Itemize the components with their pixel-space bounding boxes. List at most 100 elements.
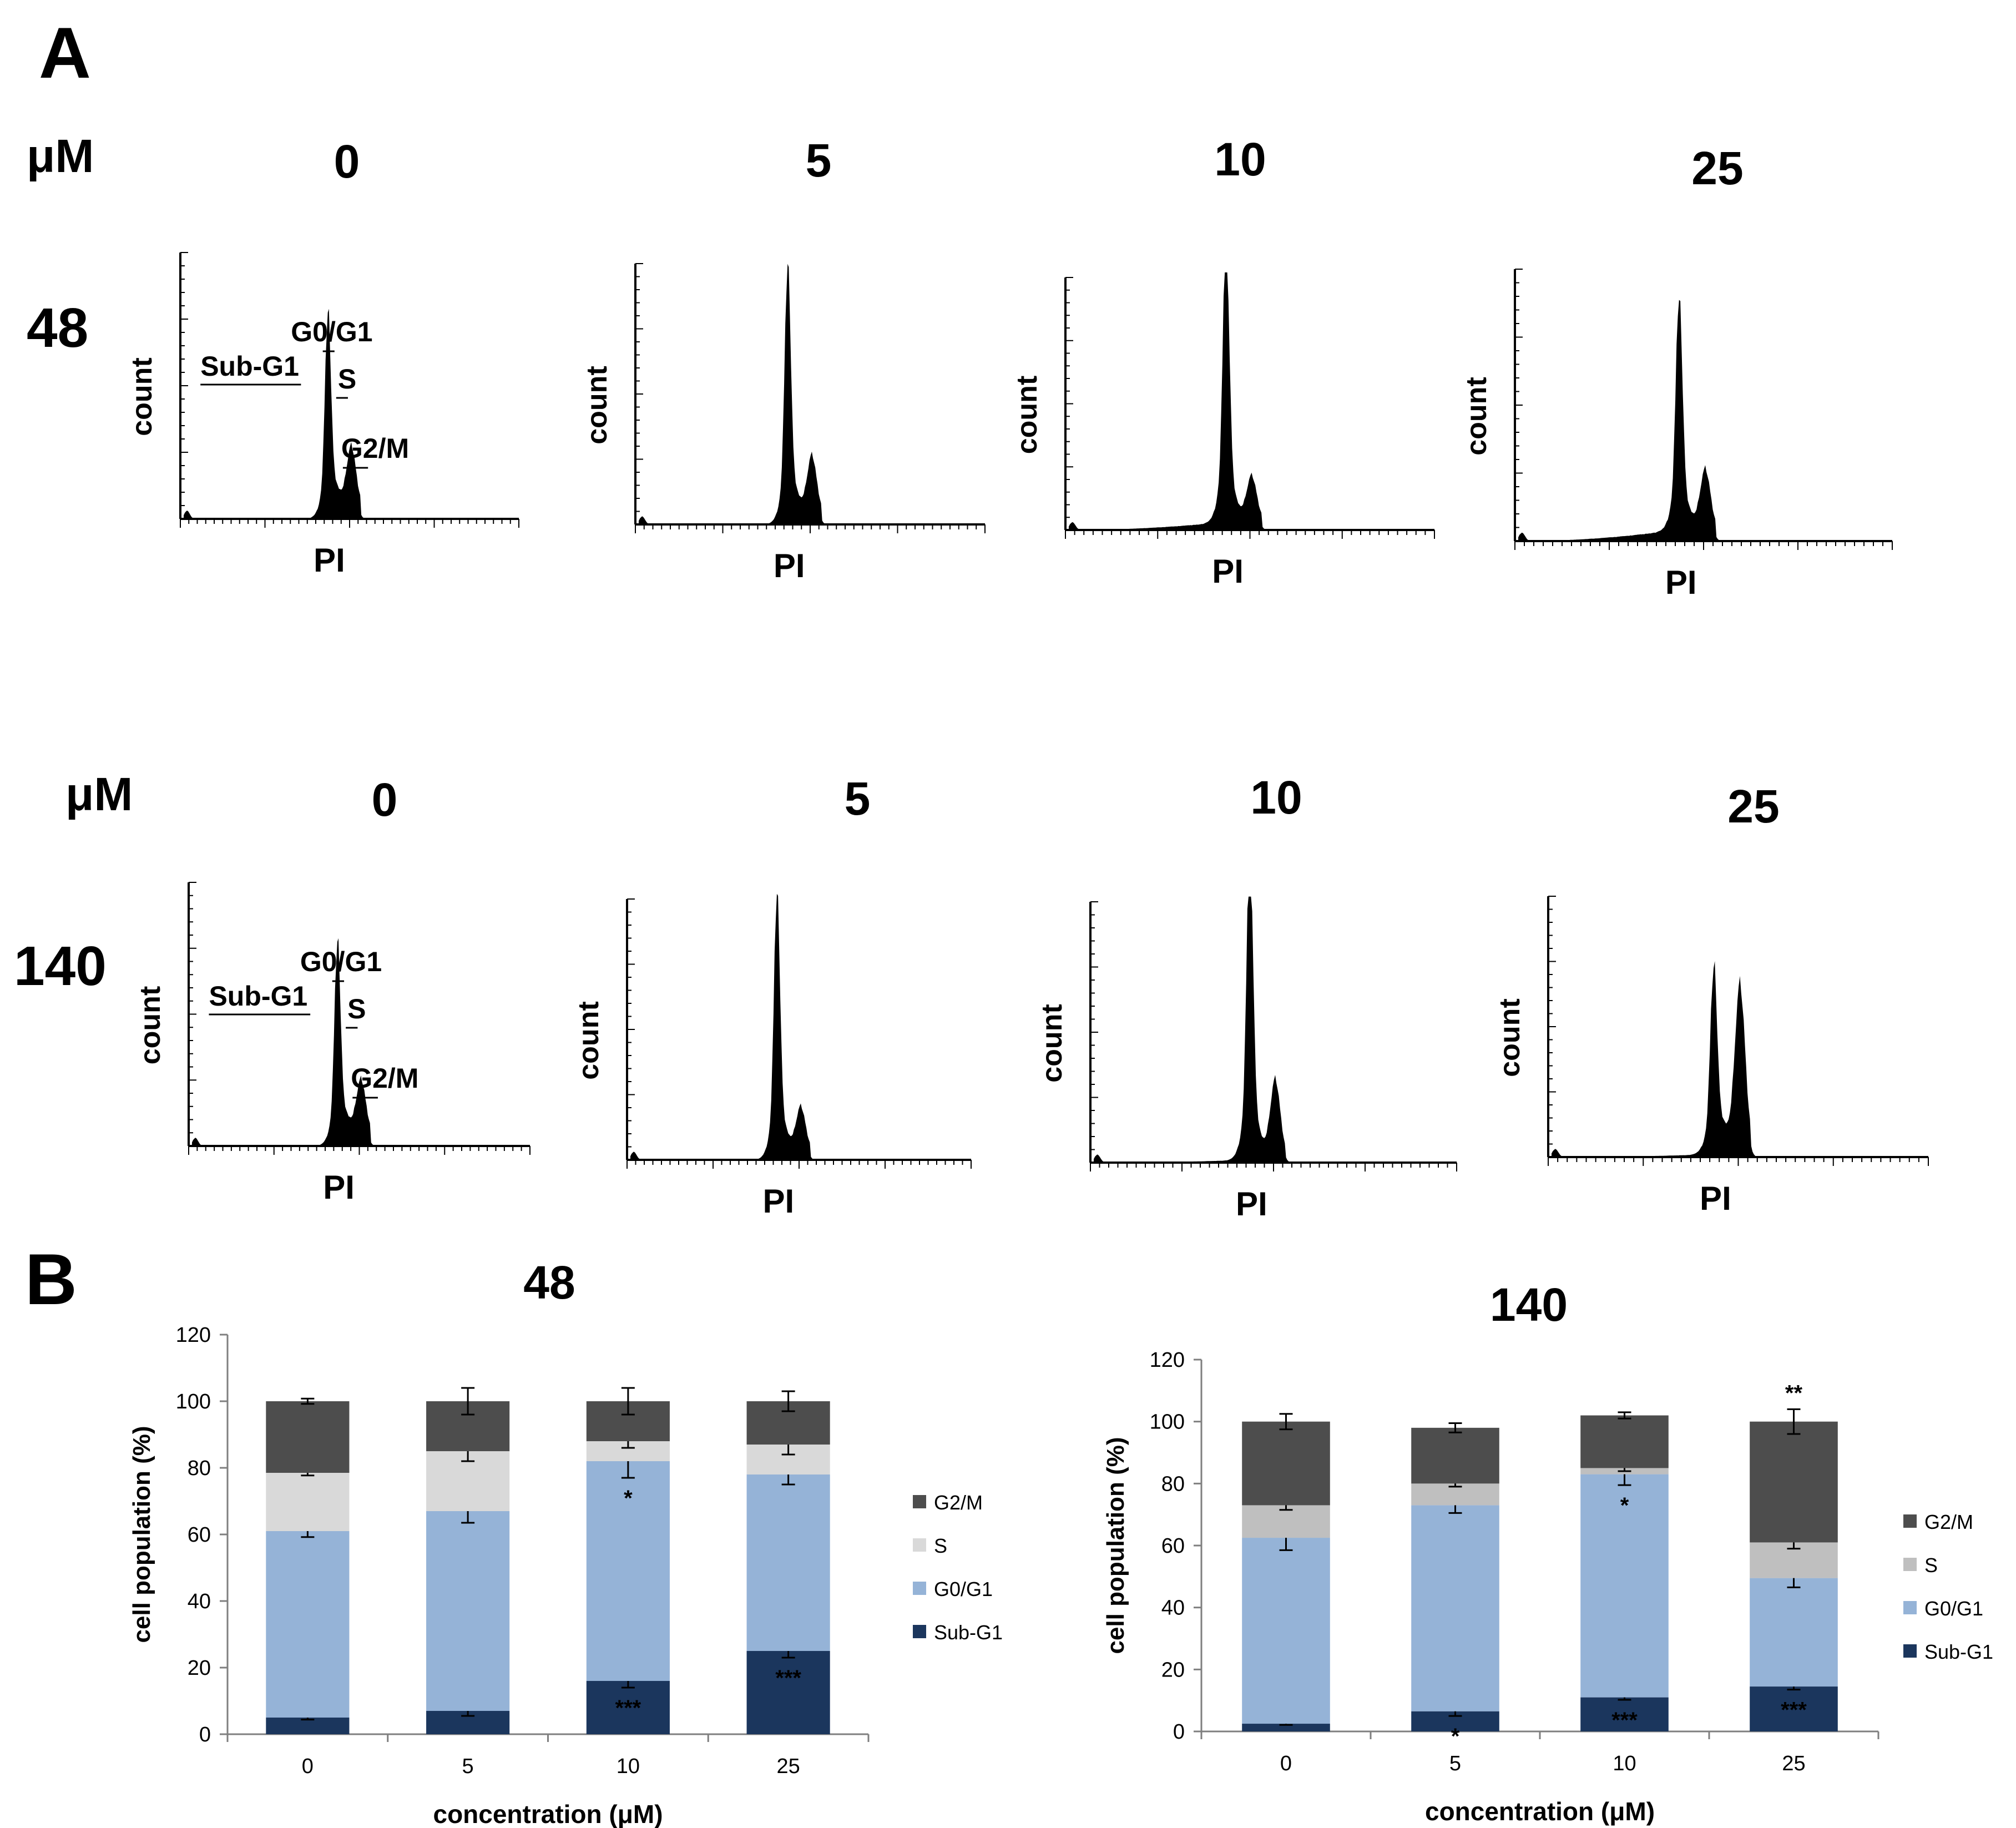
bar-segment-g2-m [1242, 1421, 1330, 1506]
histogram-48-25: count PI [1461, 269, 1893, 601]
y-tick-label: 40 [188, 1590, 211, 1613]
row2-conc-5: 5 [845, 772, 871, 825]
hist-y-label: count [1036, 1004, 1068, 1083]
hist-silhouette [630, 893, 971, 1160]
significance-mark: ** [1785, 1381, 1803, 1405]
y-tick-label: 0 [199, 1723, 211, 1746]
legend-label: G2/M [1924, 1511, 1973, 1533]
histogram-140-25: count PI [1494, 896, 1929, 1217]
significance-mark: *** [615, 1696, 641, 1720]
hist-y-label: count [581, 366, 613, 445]
gate-label-s: S [347, 993, 366, 1024]
hist-x-label: PI [1236, 1185, 1267, 1223]
x-tick-label: 5 [462, 1755, 474, 1778]
y-tick-label: 80 [1161, 1472, 1185, 1496]
histogram-48-0: count PI Sub-G1 G0/G1 S G2/M [126, 252, 519, 579]
bar-segment-sub-g1 [746, 1651, 830, 1734]
x-tick-label: 25 [1782, 1752, 1805, 1775]
legend-label: Sub-G1 [934, 1621, 1003, 1644]
bar-segment-g0-g1 [586, 1461, 670, 1681]
x-tick-label: 0 [1280, 1752, 1292, 1775]
x-tick-label: 25 [776, 1755, 800, 1778]
gate-label-s: S [338, 363, 356, 395]
chart-title: 48 [523, 1256, 575, 1309]
hist-x-label: PI [774, 547, 805, 584]
hist-silhouette [192, 938, 530, 1146]
significance-mark: *** [1611, 1708, 1638, 1733]
gate-label-g2-m: G2/M [351, 1063, 418, 1094]
bar-segment-sub-g1 [586, 1681, 670, 1734]
panel-a-label: A [39, 12, 91, 93]
histogram-140-5: count PI [573, 893, 972, 1220]
significance-mark: * [624, 1486, 633, 1511]
hist-x-label: PI [323, 1169, 355, 1206]
bar-segment-g0-g1 [746, 1474, 830, 1651]
y-tick-label: 60 [1161, 1534, 1185, 1558]
row2-conc-25: 25 [1727, 780, 1779, 832]
legend-label: S [1924, 1554, 1938, 1577]
row2-conc-10: 10 [1250, 771, 1302, 824]
row2-unit-label: μM [65, 768, 133, 820]
hist-x-label: PI [1665, 564, 1697, 601]
bar-segment-g0-g1 [1242, 1538, 1330, 1724]
histogram-140-0: count PI Sub-G1 G0/G1 S G2/M [134, 882, 530, 1206]
hist-y-label: count [1011, 376, 1043, 455]
bar-segment-sub-g1 [1750, 1686, 1838, 1731]
y-tick-label: 100 [176, 1390, 211, 1413]
significance-mark: *** [1781, 1698, 1807, 1723]
hist-silhouette [1069, 272, 1434, 530]
legend-label: S [934, 1534, 947, 1557]
y-tick-label: 40 [1161, 1597, 1185, 1620]
legend-swatch [913, 1495, 926, 1508]
legend-swatch [1903, 1514, 1917, 1528]
x-tick-label: 10 [1613, 1752, 1636, 1775]
hist-silhouette [639, 264, 985, 524]
significance-mark: *** [775, 1666, 801, 1690]
histogram-plots: countPISub-G1G0/G1SG2/McountPIcountPIcou… [126, 252, 1929, 1223]
x-tick-label: 5 [1449, 1752, 1461, 1775]
hist-x-label: PI [762, 1183, 794, 1220]
hist-y-label: count [134, 986, 166, 1065]
y-tick-label: 120 [176, 1324, 211, 1347]
hist-silhouette [1552, 961, 1928, 1157]
chart-title: 140 [1490, 1279, 1568, 1331]
significance-mark: * [1451, 1724, 1460, 1749]
x-tick-label: 0 [302, 1755, 314, 1778]
row1-conc-0: 0 [334, 135, 360, 188]
hist-y-label: count [573, 1001, 605, 1080]
legend-label: G0/G1 [934, 1578, 993, 1600]
y-axis-label: cell population (%) [128, 1426, 155, 1643]
bar-segment-g0-g1 [266, 1531, 350, 1718]
legend-label: G2/M [934, 1491, 983, 1514]
row1-label: 48 [27, 297, 88, 359]
legend-swatch [913, 1625, 926, 1638]
hist-y-label: count [126, 357, 158, 436]
legend-swatch [1903, 1558, 1917, 1571]
x-axis-label: concentration (μM) [1425, 1797, 1655, 1826]
bar-segment-g2-m [1580, 1415, 1669, 1468]
row1-conc-10: 10 [1214, 133, 1266, 185]
row1-unit-label: μM [27, 130, 94, 182]
bar-segment-g2-m [1411, 1427, 1499, 1484]
y-tick-label: 20 [1161, 1658, 1185, 1681]
y-tick-label: 20 [188, 1657, 211, 1680]
bar-segment-g0-g1 [1411, 1505, 1499, 1711]
legend-label: G0/G1 [1924, 1597, 1983, 1620]
hist-x-label: PI [314, 542, 345, 579]
y-tick-label: 60 [188, 1523, 211, 1547]
row1-conc-5: 5 [806, 134, 832, 186]
hist-x-label: PI [1700, 1180, 1731, 1217]
significance-mark: * [1620, 1493, 1629, 1518]
gate-label-g2-m: G2/M [341, 433, 409, 464]
legend-swatch [1903, 1644, 1917, 1658]
hist-x-label: PI [1212, 553, 1244, 590]
hist-silhouette [184, 309, 519, 519]
x-tick-label: 10 [617, 1755, 640, 1778]
y-tick-label: 100 [1150, 1411, 1185, 1434]
y-axis-label: cell population (%) [1102, 1437, 1129, 1654]
row2-label: 140 [14, 935, 107, 997]
legend-label: Sub-G1 [1924, 1640, 1993, 1663]
histogram-48-10: count PI [1011, 272, 1435, 590]
